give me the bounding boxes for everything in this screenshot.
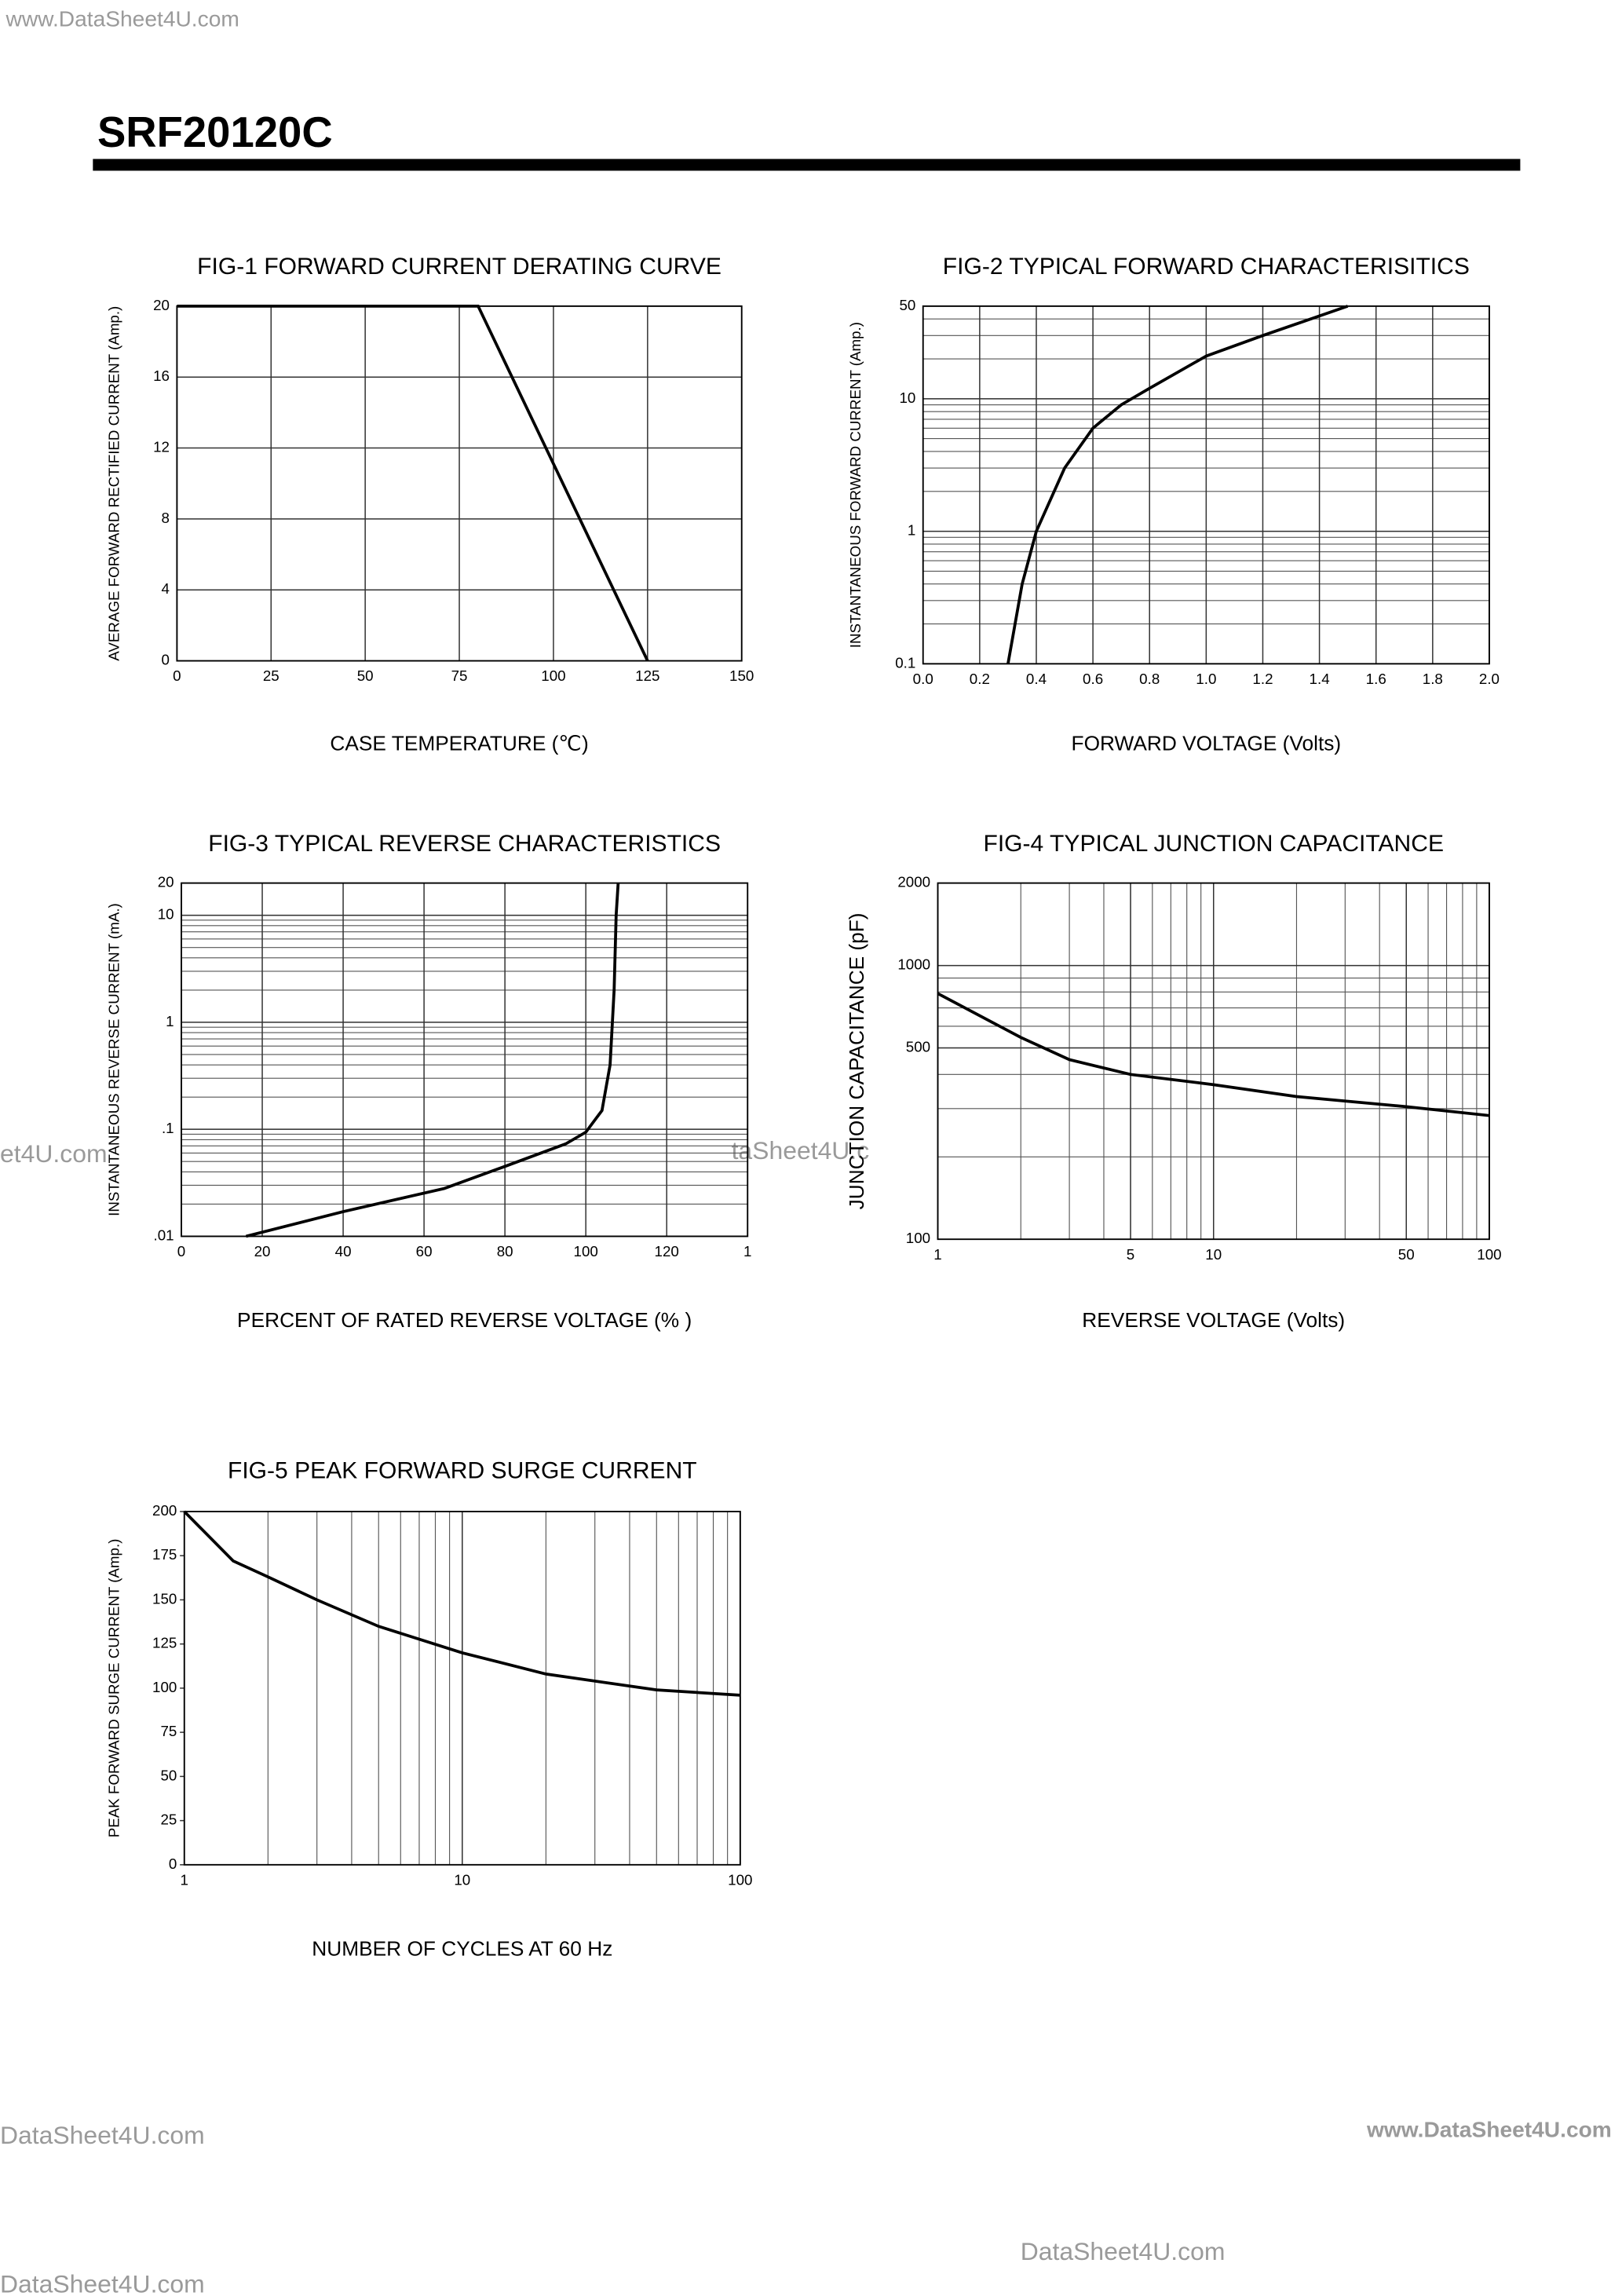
y-tick-label: 12 (153, 439, 170, 455)
x-tick-label: 20 (254, 1243, 271, 1260)
y-tick-label: 20 (158, 874, 174, 890)
y-axis-label: PEAK FORWARD SURGE CURRENT (Amp.) (105, 1539, 122, 1838)
x-tick-label: 10 (454, 1871, 470, 1888)
y-tick-label: 200 (152, 1502, 177, 1519)
footer-url: www.DataSheet4U.com (1366, 2118, 1612, 2142)
x-tick-label: 125 (635, 667, 659, 684)
x-tick-label: 1 (933, 1246, 941, 1263)
x-axis-label: NUMBER OF CYCLES AT 60 Hz (312, 1936, 612, 1960)
watermark: et4U.com (0, 1139, 108, 1168)
y-tick-label: 175 (152, 1546, 177, 1563)
y-tick-label: 125 (152, 1635, 177, 1651)
y-tick-label: 10 (899, 389, 915, 406)
y-tick-label: 2000 (897, 874, 930, 890)
y-tick-label: 4 (162, 580, 170, 597)
header-bar (93, 159, 1521, 171)
y-tick-label: 20 (153, 297, 170, 313)
x-tick-label: 50 (1398, 1246, 1415, 1263)
y-tick-label: 16 (153, 367, 170, 384)
y-tick-label: 100 (906, 1230, 930, 1246)
y-axis-label: INSTANTANEOUS FORWARD CURRENT (Amp.) (847, 322, 864, 648)
x-tick-label: 1.2 (1252, 671, 1273, 687)
chart-title: FIG-4 TYPICAL JUNCTION CAPACITANCE (983, 831, 1444, 857)
x-tick-label: 1 (743, 1243, 751, 1260)
y-tick-label: 1 (908, 522, 915, 539)
chart-title: FIG-1 FORWARD CURRENT DERATING CURVE (197, 254, 721, 280)
y-tick-label: 1000 (897, 956, 930, 973)
x-tick-label: 5 (1127, 1246, 1134, 1263)
curve (177, 304, 649, 662)
y-tick-label: 100 (152, 1679, 177, 1695)
y-tick-label: 500 (906, 1038, 930, 1055)
chart-title: FIG-2 TYPICAL FORWARD CHARACTERISITICS (943, 254, 1470, 280)
y-tick-label: 0.1 (895, 654, 915, 671)
x-tick-label: 80 (497, 1243, 513, 1260)
curve (183, 1510, 740, 1697)
x-tick-label: 75 (451, 667, 468, 684)
watermark: taSheet4U.c (732, 1136, 870, 1164)
y-tick-label: 50 (899, 297, 915, 313)
footer-watermark: DataSheet4U.com (1021, 2237, 1226, 2265)
y-tick-label: 1 (166, 1013, 174, 1029)
curve (245, 883, 620, 1238)
y-tick-label: 0 (162, 652, 170, 668)
x-tick-label: 0.2 (970, 671, 990, 687)
x-tick-label: 60 (416, 1243, 433, 1260)
footer-watermark: DataSheet4U.com (0, 2269, 205, 2296)
x-tick-label: 1.6 (1366, 671, 1386, 687)
chart-title: FIG-3 TYPICAL REVERSE CHARACTERISTICS (208, 831, 721, 857)
x-tick-label: 25 (263, 667, 279, 684)
x-tick-label: 100 (1477, 1246, 1501, 1263)
plot-frame (181, 882, 749, 1238)
plot-frame (922, 305, 1490, 665)
x-tick-label: 0.4 (1026, 671, 1047, 687)
x-tick-label: 1 (181, 1871, 188, 1888)
part-number: SRF20120C (97, 108, 333, 156)
x-tick-label: 150 (729, 667, 754, 684)
curve (937, 992, 1490, 1117)
y-tick-label: 25 (161, 1812, 177, 1828)
x-tick-label: 100 (574, 1243, 598, 1260)
x-tick-label: 1.0 (1196, 671, 1216, 687)
x-axis-label: CASE TEMPERATURE (℃) (330, 731, 588, 755)
x-axis-label: REVERSE VOLTAGE (Volts) (1082, 1308, 1345, 1332)
header-url: www.DataSheet4U.com (5, 7, 239, 31)
x-tick-label: 0 (177, 1243, 185, 1260)
x-tick-label: 0.0 (913, 671, 933, 687)
x-tick-label: 1.8 (1423, 671, 1443, 687)
x-tick-label: 50 (357, 667, 374, 684)
plot-frame (937, 882, 1490, 1241)
x-axis-label: FORWARD VOLTAGE (Volts) (1072, 731, 1342, 755)
y-tick-label: .1 (162, 1120, 174, 1136)
x-tick-label: 40 (335, 1243, 352, 1260)
y-tick-label: 8 (162, 510, 170, 526)
y-tick-label: 50 (161, 1767, 177, 1783)
y-tick-label: 75 (161, 1723, 177, 1739)
x-tick-label: 100 (541, 667, 565, 684)
x-tick-label: 2.0 (1479, 671, 1500, 687)
x-tick-label: 0.8 (1139, 671, 1160, 687)
y-tick-label: 10 (158, 906, 174, 923)
x-axis-label: PERCENT OF RATED REVERSE VOLTAGE (% ) (237, 1308, 692, 1332)
x-tick-label: 100 (728, 1871, 752, 1888)
y-axis-label: JUNCTION CAPACITANCE (pF) (845, 913, 868, 1210)
x-tick-label: 0.6 (1083, 671, 1103, 687)
y-axis-label: AVERAGE FORWARD RECTIFIED CURRENT (Amp.) (105, 306, 122, 661)
x-tick-label: 1.4 (1310, 671, 1330, 687)
footer-watermark: DataSheet4U.com (0, 2121, 205, 2149)
y-tick-label: .01 (154, 1227, 174, 1243)
curve (1006, 305, 1349, 664)
x-tick-label: 120 (655, 1243, 679, 1260)
chart-title: FIG-5 PEAK FORWARD SURGE CURRENT (228, 1457, 697, 1483)
plot-frame (183, 1511, 741, 1866)
y-tick-label: 0 (169, 1855, 177, 1872)
y-tick-label: 150 (152, 1590, 177, 1607)
x-tick-label: 0 (173, 667, 181, 684)
y-axis-label: INSTANTANEOUS REVERSE CURRENT (mA.) (105, 903, 122, 1216)
x-tick-label: 10 (1205, 1246, 1222, 1263)
